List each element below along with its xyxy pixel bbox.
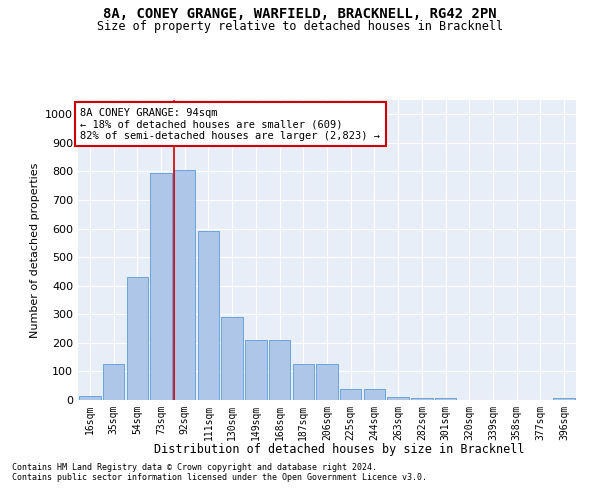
Bar	[269, 340, 290, 400]
Bar	[293, 364, 314, 400]
Bar	[127, 277, 148, 400]
Bar	[245, 340, 266, 400]
Bar	[435, 398, 456, 400]
Text: Contains public sector information licensed under the Open Government Licence v3: Contains public sector information licen…	[12, 474, 427, 482]
Bar	[174, 170, 196, 400]
Text: Size of property relative to detached houses in Bracknell: Size of property relative to detached ho…	[97, 20, 503, 33]
Text: 8A, CONEY GRANGE, WARFIELD, BRACKNELL, RG42 2PN: 8A, CONEY GRANGE, WARFIELD, BRACKNELL, R…	[103, 8, 497, 22]
Bar	[553, 398, 575, 400]
Bar	[411, 398, 433, 400]
Bar	[198, 232, 219, 400]
Bar	[151, 173, 172, 400]
Bar	[340, 389, 361, 400]
Bar	[364, 389, 385, 400]
Bar	[316, 364, 338, 400]
Text: Contains HM Land Registry data © Crown copyright and database right 2024.: Contains HM Land Registry data © Crown c…	[12, 464, 377, 472]
Bar	[79, 396, 101, 400]
Bar	[388, 397, 409, 400]
Text: 8A CONEY GRANGE: 94sqm
← 18% of detached houses are smaller (609)
82% of semi-de: 8A CONEY GRANGE: 94sqm ← 18% of detached…	[80, 108, 380, 140]
Text: Distribution of detached houses by size in Bracknell: Distribution of detached houses by size …	[154, 442, 524, 456]
Bar	[221, 317, 243, 400]
Bar	[103, 364, 124, 400]
Y-axis label: Number of detached properties: Number of detached properties	[29, 162, 40, 338]
